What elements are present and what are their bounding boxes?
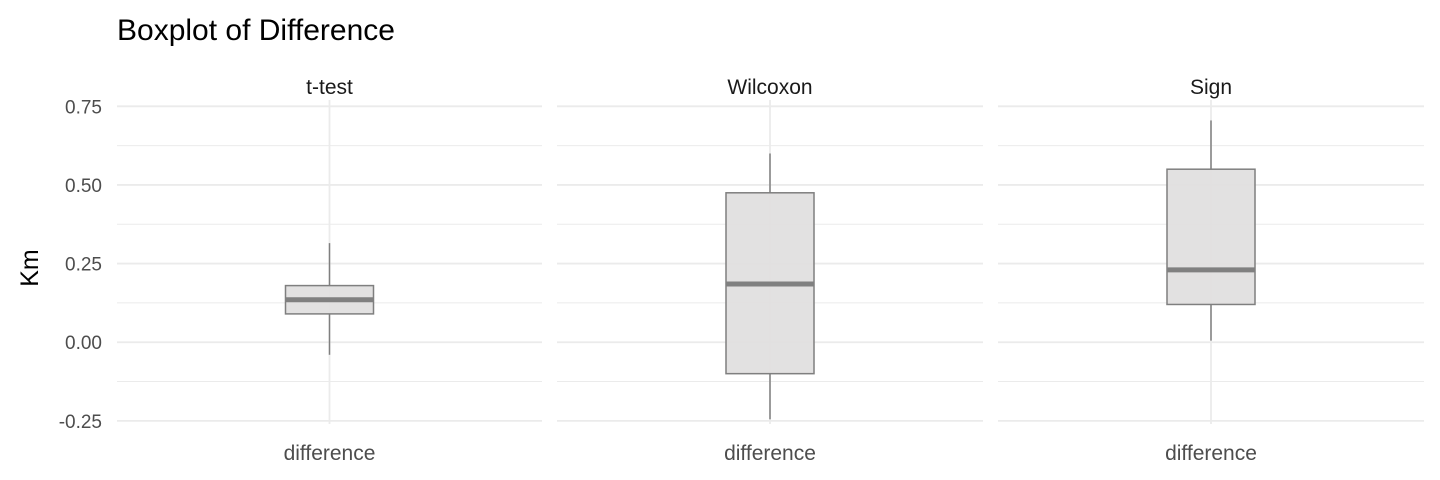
facet-panel: Sign difference (998, 76, 1424, 465)
facet-panels: t-test difference Wilcoxon difference Sign di… (117, 76, 1424, 465)
y-axis-label: Km (16, 249, 44, 287)
x-tick-label: difference (284, 442, 376, 465)
y-tick-label: 0.50 (65, 176, 102, 197)
y-tick-label: 0.75 (65, 97, 102, 118)
facet-strip-label: t-test (306, 76, 353, 99)
x-tick-label: difference (724, 442, 816, 465)
x-tick-label: difference (1165, 442, 1257, 465)
facet-panel: t-test difference (117, 76, 542, 465)
facet-panel: Wilcoxon difference (557, 76, 983, 465)
y-tick-label: 0.25 (65, 255, 102, 276)
y-tick-label: -0.25 (59, 412, 102, 433)
chart-title: Boxplot of Difference (117, 14, 395, 47)
y-axis-ticks: -0.25 0.00 0.25 0.50 0.75 (59, 97, 102, 433)
box (1166, 168, 1256, 306)
y-tick-label: 0.00 (65, 333, 102, 354)
facet-strip-label: Sign (1190, 76, 1232, 99)
facet-strip-label: Wilcoxon (727, 76, 812, 99)
